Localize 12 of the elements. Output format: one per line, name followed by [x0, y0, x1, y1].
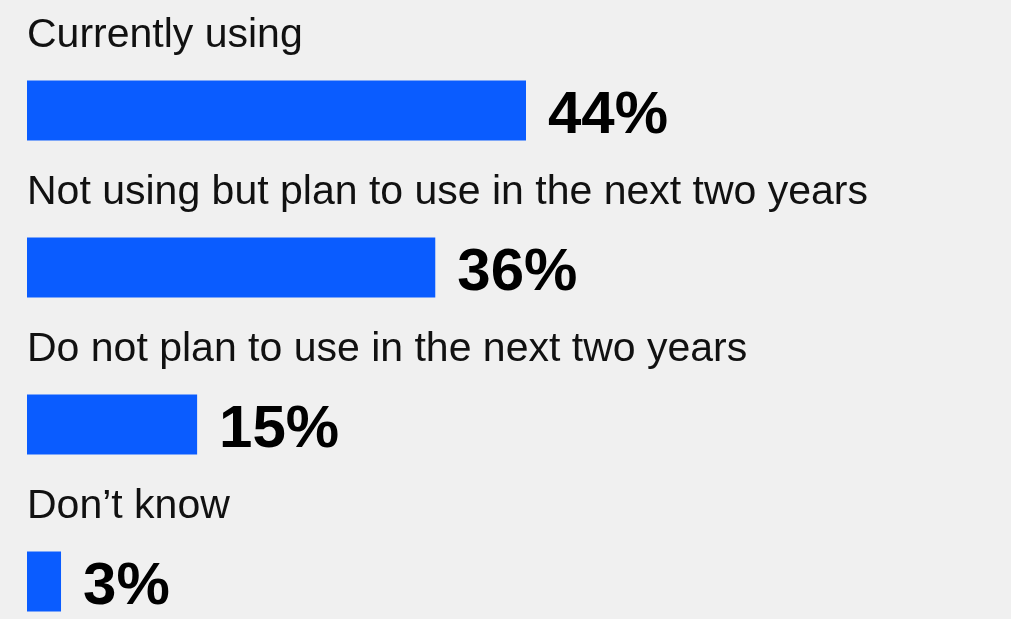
y-tick-label: Currently using	[27, 9, 303, 56]
y-tick-label: Don’t know	[27, 480, 231, 527]
data-label: 3%	[83, 549, 170, 617]
bar	[27, 80, 526, 141]
bar	[27, 394, 198, 455]
y-tick-label: Do not plan to use in the next two years	[27, 323, 748, 370]
y-tick-label: Not using but plan to use in the next two years	[27, 166, 869, 213]
bar	[27, 551, 62, 612]
data-label: 15%	[219, 392, 340, 460]
data-label: 36%	[457, 235, 578, 303]
bar	[27, 237, 436, 298]
data-label: 44%	[548, 78, 669, 146]
